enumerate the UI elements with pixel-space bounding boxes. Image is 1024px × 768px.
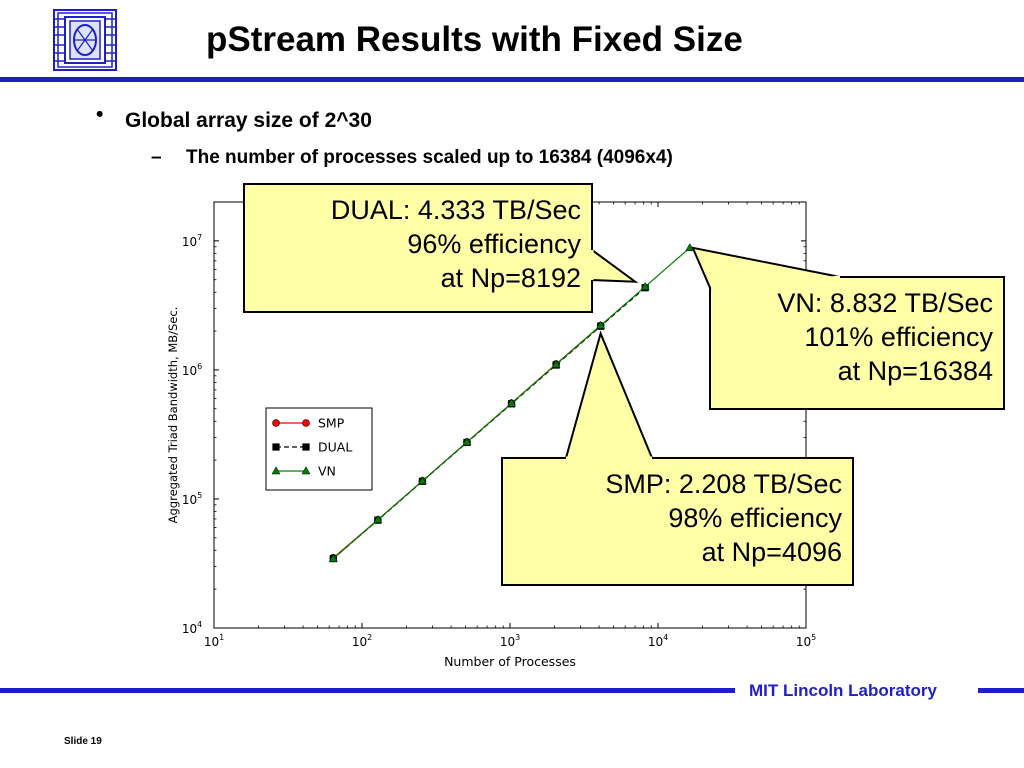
callout-smp-line: 98% efficiency <box>668 503 842 533</box>
callout-dual-line: DUAL: 4.333 TB/Sec <box>330 195 581 225</box>
callout-vn-line: 101% efficiency <box>804 322 993 352</box>
legend-marker-dual <box>272 443 280 451</box>
data-point-vn <box>373 515 383 523</box>
footer-divider-right <box>978 688 1024 693</box>
x-tick-label: 102 <box>352 633 372 649</box>
callout-vn-line: at Np=16384 <box>837 356 993 386</box>
sub-bullet-marker: – <box>151 147 162 168</box>
y-tick-label: 106 <box>182 362 202 378</box>
legend-label-vn: VN <box>318 464 336 479</box>
callout-smp-line: SMP: 2.208 TB/Sec <box>605 469 842 499</box>
data-point-vn <box>640 281 650 290</box>
y-axis-label: Aggregated Triad Bandwidth, MB/Sec. <box>166 307 180 524</box>
bullet-marker: • <box>96 103 104 126</box>
legend-marker-smp <box>272 419 280 427</box>
x-axis-label: Number of Processes <box>444 654 576 669</box>
data-point-vn <box>462 437 472 446</box>
slide-number: Slide 19 <box>64 736 102 747</box>
legend-marker-vn <box>271 466 281 475</box>
bullet-level2: The number of processes scaled up to 163… <box>186 147 673 168</box>
callout-dual: DUAL: 4.333 TB/Sec 96% efficiency at Np=… <box>243 183 593 313</box>
data-point-vn <box>551 359 561 368</box>
data-point-vn <box>417 476 427 485</box>
x-tick-label: 104 <box>648 633 668 649</box>
lab-name: MIT Lincoln Laboratory <box>749 681 937 700</box>
footer-divider-left <box>0 688 735 693</box>
legend-marker-smp <box>302 419 310 427</box>
callout-dual-line: 96% efficiency <box>407 229 581 259</box>
x-tick-label: 101 <box>204 633 224 649</box>
data-point-vn <box>507 398 516 407</box>
mit-ll-logo-icon <box>53 9 117 71</box>
callout-dual-line: at Np=8192 <box>440 263 581 293</box>
title-divider <box>0 77 1024 82</box>
y-tick-label: 107 <box>182 233 202 249</box>
callout-vn: VN: 8.832 TB/Sec 101% efficiency at Np=1… <box>709 276 1005 410</box>
data-point-vn <box>596 320 606 329</box>
legend-box <box>265 407 373 491</box>
legend-label-smp: SMP <box>318 416 345 431</box>
y-tick-label: 104 <box>182 620 202 636</box>
callout-smp-line: at Np=4096 <box>701 537 842 567</box>
legend-marker-vn <box>301 466 311 475</box>
callout-vn-line: VN: 8.832 TB/Sec <box>777 288 993 318</box>
data-point-vn <box>328 553 338 562</box>
legend-marker-dual <box>302 443 310 451</box>
page-title: pStream Results with Fixed Size <box>206 20 743 59</box>
x-tick-label: 105 <box>796 633 816 649</box>
bullet-level1: Global array size of 2^30 <box>125 109 372 132</box>
x-tick-label: 103 <box>500 633 520 649</box>
legend-label-dual: DUAL <box>318 440 352 455</box>
y-tick-label: 105 <box>182 491 202 507</box>
callout-smp: SMP: 2.208 TB/Sec 98% efficiency at Np=4… <box>501 457 854 586</box>
